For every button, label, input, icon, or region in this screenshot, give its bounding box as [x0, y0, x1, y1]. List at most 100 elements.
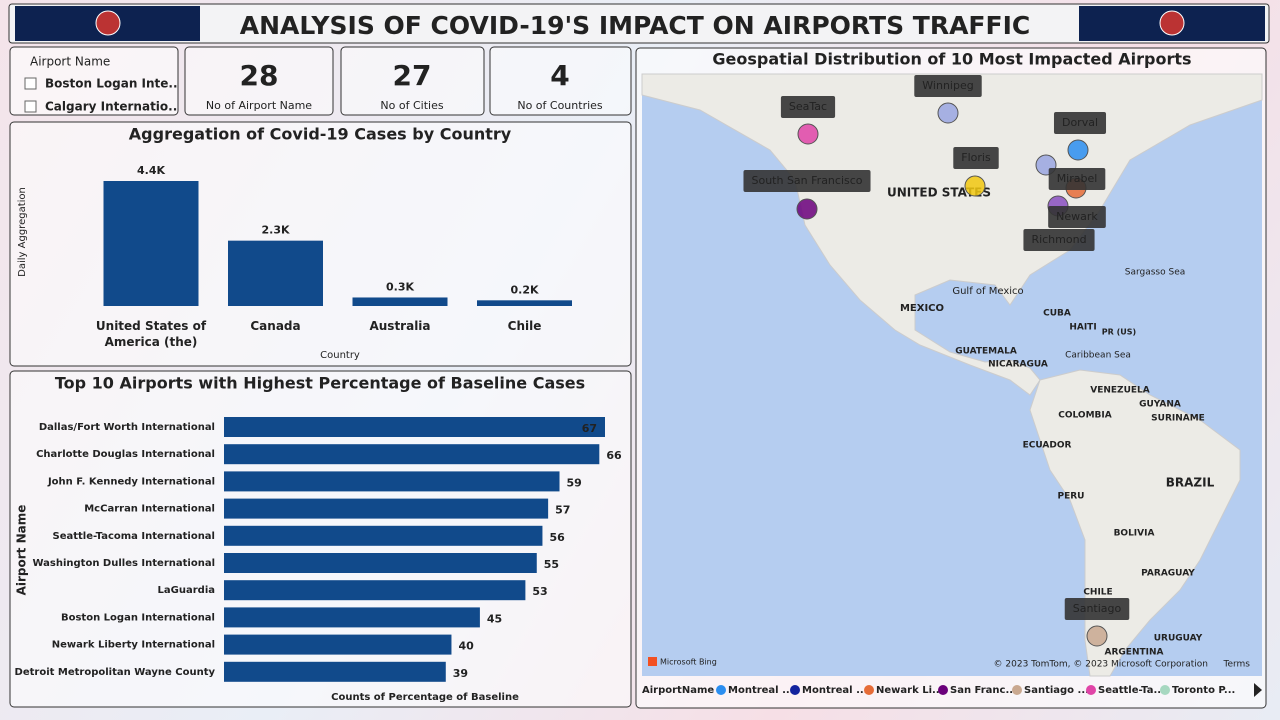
- kpi-value: 4: [550, 59, 569, 92]
- axis-label: Daily Aggregation: [17, 187, 28, 277]
- data-label: 39: [453, 667, 468, 680]
- data-label: 56: [549, 531, 565, 544]
- map-point: [1086, 625, 1108, 647]
- virus-icon: [1159, 10, 1185, 36]
- checkbox: [24, 77, 37, 90]
- map-place: GUATEMALA: [955, 347, 1017, 357]
- data-label: 53: [532, 585, 547, 598]
- bar: [228, 240, 323, 306]
- checkbox: [24, 100, 37, 113]
- y-tick-label: LaGuardia: [158, 585, 215, 596]
- bing-logo: [648, 657, 657, 666]
- map-label-box: [1064, 598, 1130, 620]
- legend-entry: Montreal ...: [728, 685, 794, 696]
- y-tick-label: Dallas/Fort Worth International: [39, 422, 215, 433]
- y-tick-label: Seattle-Tacoma International: [53, 531, 216, 542]
- data-label: 4.4K: [137, 164, 165, 177]
- map-place: VENEZUELA: [1090, 386, 1150, 396]
- map-label-box: [743, 170, 871, 192]
- bar: [224, 444, 600, 465]
- kpi-card: [340, 46, 485, 116]
- data-label: 45: [487, 612, 502, 625]
- map-point: [797, 123, 819, 145]
- map-place: PARAGUAY: [1141, 569, 1195, 579]
- map-place: NICARAGUA: [988, 360, 1048, 370]
- map-label-box: [914, 75, 982, 97]
- map-copyright: © 2023 TomTom, © 2023 Microsoft Corporat…: [994, 660, 1208, 670]
- bar: [224, 661, 446, 682]
- kpi-value: 28: [240, 59, 279, 92]
- map-place: SURINAME: [1151, 414, 1205, 424]
- map-place: MEXICO: [900, 303, 944, 314]
- legend-title: AirportName: [642, 685, 714, 696]
- map-place: BRAZIL: [1166, 476, 1215, 490]
- axis-label: Country: [320, 350, 360, 361]
- x-tick-label: Australia: [369, 319, 431, 333]
- map-attribution: Microsoft Bing: [660, 658, 717, 667]
- map-place: Sargasso Sea: [1125, 268, 1186, 278]
- map-point: [937, 102, 959, 124]
- slicer: [9, 46, 179, 116]
- legend-entry: Santiago ...: [1024, 685, 1089, 696]
- map-label-box: [1048, 168, 1106, 190]
- bar: [224, 417, 605, 437]
- bar: [224, 498, 549, 519]
- data-label: 40: [458, 640, 474, 653]
- map-point: [964, 175, 986, 197]
- kpi-card: [184, 46, 334, 116]
- map-place: BOLIVIA: [1114, 529, 1155, 539]
- legend-entry: Montreal ...: [802, 685, 868, 696]
- map-point: [796, 198, 818, 220]
- map-terms: Terms: [1222, 660, 1250, 670]
- virus-icon: [95, 10, 121, 36]
- y-tick-label: John F. Kennedy International: [47, 476, 215, 487]
- map-place: COLOMBIA: [1058, 411, 1111, 421]
- kpi-label: No of Cities: [380, 99, 443, 112]
- legend-marker: [938, 685, 948, 695]
- bar: [224, 471, 560, 492]
- map-place: ARGENTINA: [1105, 648, 1164, 658]
- data-label: 57: [555, 504, 570, 517]
- legend-entry: Seattle-Ta...: [1098, 685, 1165, 696]
- bar: [224, 580, 526, 601]
- y-tick-label: Detroit Metropolitan Wayne County: [15, 667, 216, 678]
- map-point: [1067, 139, 1089, 161]
- map-label: Winnipeg: [922, 79, 973, 92]
- data-label: 55: [544, 558, 559, 571]
- map-label-box: [780, 96, 836, 118]
- bar: [352, 297, 448, 306]
- map-place: CHILE: [1083, 588, 1112, 598]
- map-place: GUYANA: [1139, 400, 1181, 410]
- axis-label: Counts of Percentage of Baseline: [331, 692, 519, 703]
- map-place: Caribbean Sea: [1065, 351, 1131, 361]
- map-place: ECUADOR: [1023, 441, 1072, 451]
- legend-marker: [716, 685, 726, 695]
- map-label: Mirabel: [1057, 172, 1098, 185]
- data-label: 0.3K: [386, 280, 414, 293]
- map-place: HAITI: [1069, 323, 1096, 333]
- chart-title: Aggregation of Covid-19 Cases by Country: [129, 125, 512, 144]
- y-tick-label: Newark Liberty International: [52, 640, 215, 651]
- legend-marker: [1012, 685, 1022, 695]
- slicer-title: Airport Name: [30, 55, 110, 69]
- map-label: Richmond: [1031, 233, 1086, 246]
- map-label: Floris: [961, 151, 991, 164]
- kpi-label: No of Countries: [517, 99, 603, 112]
- map-label-box: [1053, 112, 1107, 134]
- bar: [103, 181, 199, 306]
- legend-marker: [790, 685, 800, 695]
- map-place: PERU: [1058, 492, 1085, 502]
- map-label-box: [1023, 229, 1095, 251]
- legend-entry: Newark Li...: [876, 685, 943, 696]
- bar: [224, 607, 480, 628]
- data-label: 2.3K: [261, 224, 289, 237]
- legend-marker: [1086, 685, 1096, 695]
- map-place: PR (US): [1102, 328, 1136, 337]
- kpi-card: [489, 46, 632, 116]
- x-tick-label: Chile: [507, 319, 542, 333]
- slicer-list: Boston Logan Inte... Calgary Internatio..…: [24, 77, 178, 114]
- bar: [224, 553, 537, 573]
- legend-arrow[interactable]: [1254, 683, 1262, 697]
- y-tick-label: McCarran International: [84, 504, 215, 515]
